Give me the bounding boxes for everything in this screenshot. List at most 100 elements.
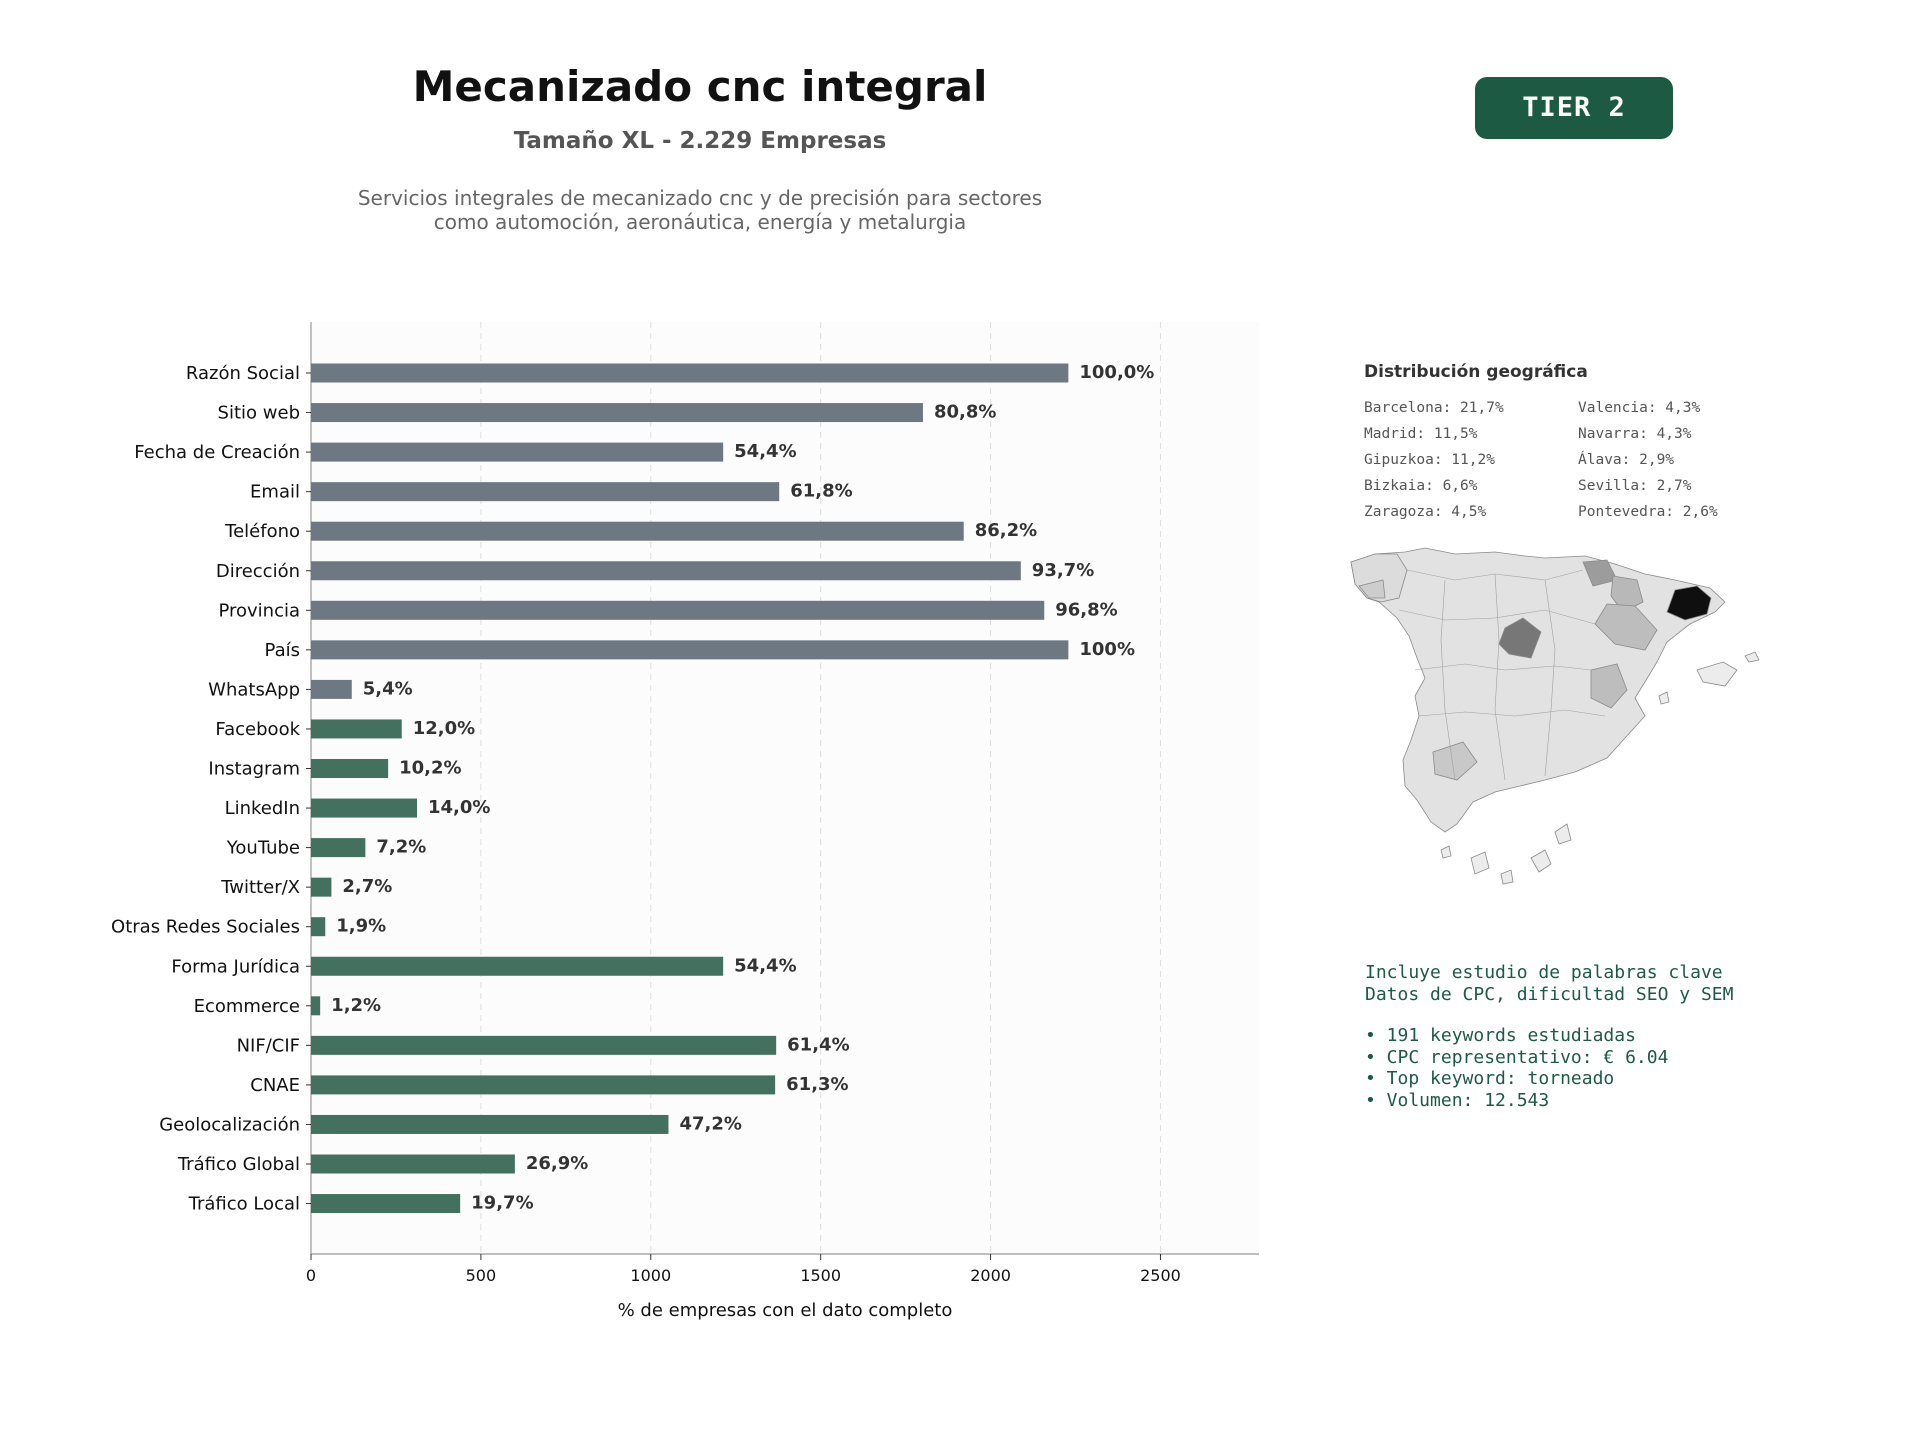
geo-item: Madrid: 11,5%	[1364, 426, 1478, 442]
geo-item: Sevilla: 2,7%	[1578, 478, 1692, 494]
sector-description: Servicios integrales de mecanizado cnc y…	[300, 186, 1100, 234]
y-tick-label: Fecha de Creación	[134, 442, 300, 463]
bar	[311, 442, 724, 462]
bar	[311, 877, 332, 897]
canary-islands	[1470, 851, 1490, 875]
page-subtitle: Tamaño XL - 2.229 Empresas	[513, 128, 887, 154]
geo-item: Zaragoza: 4,5%	[1364, 504, 1487, 520]
x-tick-label: 2000	[970, 1266, 1011, 1285]
description-line: como automoción, aeronáutica, energía y …	[433, 210, 967, 234]
data-label: 47,2%	[679, 1113, 741, 1134]
y-tick-label: Teléfono	[224, 521, 300, 542]
keyword-bullet: • Top keyword: torneado	[1365, 1068, 1615, 1089]
bar	[311, 996, 321, 1016]
geo-item: Navarra: 4,3%	[1578, 426, 1692, 442]
y-tick-label: WhatsApp	[208, 679, 300, 700]
data-label: 2,7%	[342, 876, 392, 897]
data-label: 61,4%	[787, 1034, 849, 1055]
y-tick-label: Sitio web	[218, 403, 300, 424]
y-tick-label: Tráfico Global	[177, 1154, 300, 1175]
data-label: 61,3%	[786, 1074, 848, 1095]
data-label: 26,9%	[526, 1153, 588, 1174]
bar	[311, 679, 352, 699]
balearic-islands	[1744, 651, 1760, 663]
page-title: Mecanizado cnc integral	[412, 62, 988, 111]
keyword-line: Incluye estudio de palabras clave	[1365, 962, 1723, 983]
y-tick-label: NIF/CIF	[237, 1035, 300, 1056]
data-label: 100%	[1079, 639, 1135, 660]
data-label: 1,9%	[336, 916, 386, 937]
y-tick-label: YouTube	[226, 838, 300, 859]
geo-item: Pontevedra: 2,6%	[1578, 504, 1718, 520]
y-tick-label: Instagram	[208, 759, 300, 780]
bar	[311, 561, 1021, 581]
plot-area	[311, 322, 1259, 1254]
y-tick-label: País	[265, 640, 300, 661]
canary-islands	[1530, 849, 1552, 873]
bar	[311, 1114, 669, 1134]
x-tick-label: 1000	[630, 1266, 671, 1285]
pontevedra-province	[1358, 579, 1386, 599]
geo-item: Bizkaia: 6,6%	[1364, 478, 1478, 494]
valencia-province	[1590, 663, 1628, 709]
geo-item: Álava: 2,9%	[1578, 452, 1675, 468]
peninsula-shape	[1350, 547, 1726, 833]
barcelona-province	[1666, 585, 1712, 621]
balearic-islands	[1696, 661, 1738, 687]
data-label: 5,4%	[363, 678, 413, 699]
bar	[311, 719, 402, 739]
bar	[311, 1194, 461, 1214]
geo-item: Valencia: 4,3%	[1578, 400, 1701, 416]
data-label: 100,0%	[1079, 362, 1154, 383]
keyword-bullet: • Volumen: 12.543	[1365, 1089, 1550, 1111]
geo-item: Gipuzkoa: 11,2%	[1364, 452, 1495, 468]
data-label: 54,4%	[734, 441, 796, 462]
data-label: 80,8%	[934, 402, 996, 423]
y-tick-label: Facebook	[215, 719, 300, 740]
y-tick-label: Dirección	[216, 561, 300, 582]
x-tick-label: 2500	[1140, 1266, 1181, 1285]
canary-islands	[1440, 845, 1452, 859]
x-tick-label: 0	[306, 1266, 316, 1285]
x-axis-label: % de empresas con el dato completo	[618, 1300, 953, 1321]
bar	[311, 1035, 777, 1055]
data-label: 54,4%	[734, 955, 796, 976]
x-tick-label: 500	[466, 1266, 497, 1285]
x-tick-label: 1500	[800, 1266, 841, 1285]
y-tick-label: Provincia	[218, 600, 300, 621]
data-label: 61,8%	[790, 481, 852, 502]
data-label: 96,8%	[1055, 599, 1117, 620]
data-label: 12,0%	[413, 718, 475, 739]
data-label: 19,7%	[471, 1193, 533, 1214]
geo-distribution-title: Distribución geográfica	[1364, 362, 1588, 382]
data-label: 7,2%	[376, 837, 426, 858]
y-tick-label: Tráfico Local	[188, 1194, 300, 1215]
bar	[311, 917, 326, 937]
bar	[311, 363, 1069, 383]
y-tick-label: Razón Social	[186, 363, 300, 384]
balearic-islands	[1658, 691, 1670, 705]
y-tick-label: Forma Jurídica	[171, 956, 300, 977]
data-label: 1,2%	[331, 995, 381, 1016]
keyword-line: Datos de CPC, dificultad SEO y SEM	[1365, 983, 1734, 1005]
tier-badge: TIER 2	[1475, 77, 1673, 139]
y-tick-label: Otras Redes Sociales	[111, 917, 300, 938]
canary-islands	[1554, 823, 1572, 845]
bar	[311, 640, 1069, 660]
spain-province-map	[1350, 547, 1760, 885]
bar	[311, 482, 780, 502]
data-label: 93,7%	[1032, 560, 1094, 581]
bar	[311, 403, 923, 423]
keyword-study-box: Incluye estudio de palabras clave Datos …	[1365, 962, 1733, 1111]
keyword-bullet: • 191 keywords estudiadas	[1365, 1025, 1636, 1046]
bar	[311, 798, 418, 818]
data-label: 14,0%	[428, 797, 490, 818]
bar	[311, 956, 724, 976]
y-tick-label: LinkedIn	[225, 798, 300, 819]
keyword-bullet: • CPC representativo: € 6.04	[1365, 1046, 1669, 1068]
bar	[311, 521, 964, 541]
bar	[311, 759, 389, 778]
geo-item: Barcelona: 21,7%	[1364, 400, 1504, 416]
data-label: 10,2%	[399, 758, 461, 779]
